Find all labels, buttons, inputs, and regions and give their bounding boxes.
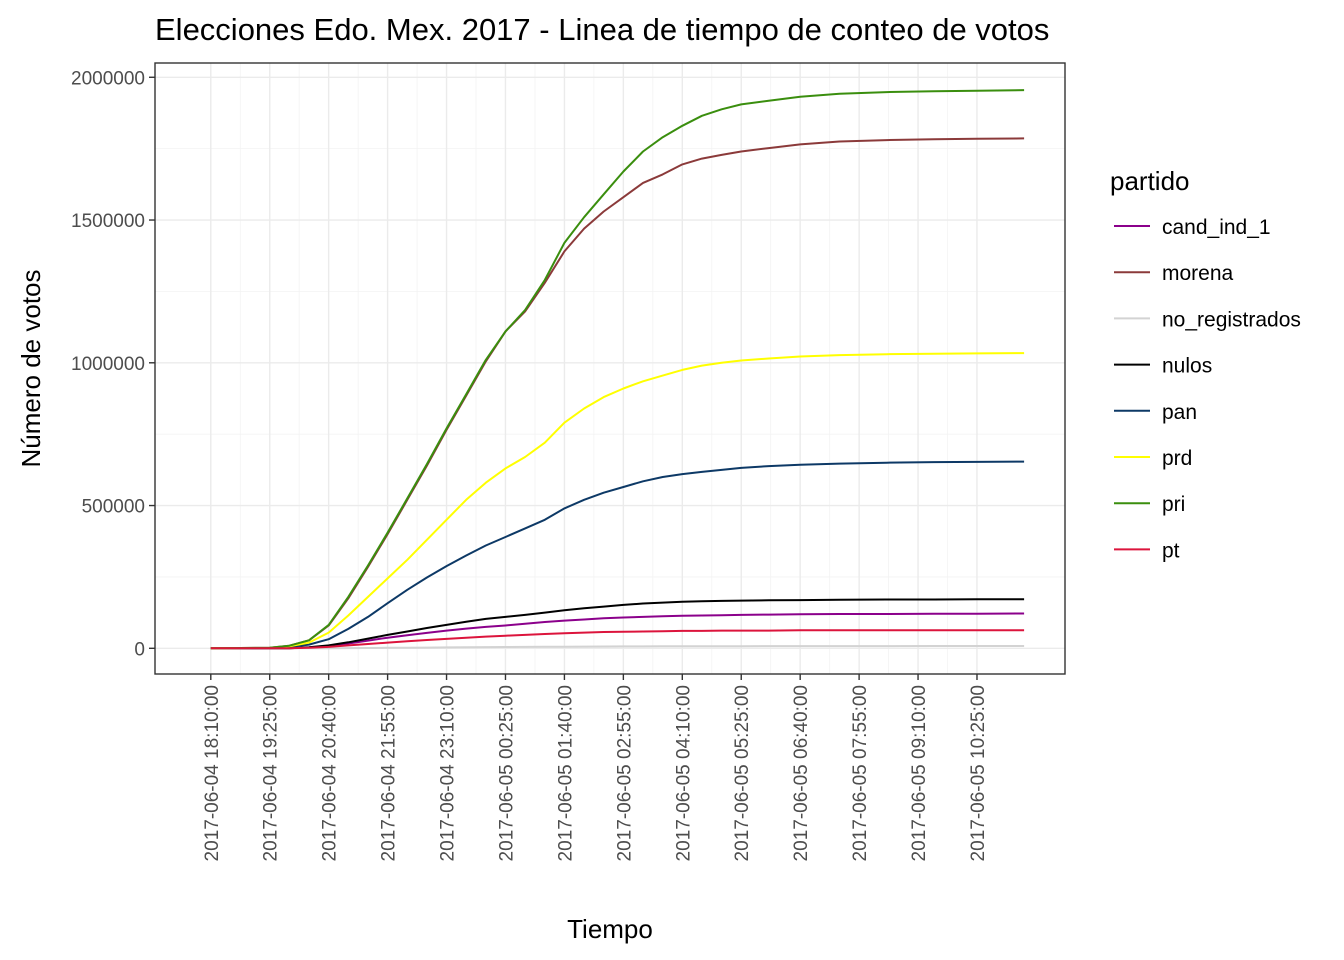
x-tick-label: 2017-06-05 07:55:00 [850, 685, 871, 861]
series-line-nulos [210, 598, 1025, 650]
series-line-pri [210, 89, 1025, 650]
legend-label: pt [1162, 539, 1180, 562]
series-line-pan [210, 460, 1025, 650]
legend-item-pan: pan [1114, 401, 1197, 424]
legend-label: prd [1162, 447, 1192, 470]
y-axis: 0 500000 1000000 1500000 2000000 [71, 68, 155, 660]
grid-lines [155, 63, 1065, 674]
y-tick-label: 1500000 [71, 211, 145, 232]
legend-item-pt: pt [1114, 539, 1180, 562]
x-tick-label: 2017-06-05 06:40:00 [791, 685, 812, 861]
legend-label: pri [1162, 493, 1185, 516]
series-line-prd [210, 352, 1025, 650]
y-axis-title: Número de votos [16, 270, 46, 468]
x-axis: 2017-06-04 18:10:00 2017-06-04 19:25:00 20… [202, 674, 989, 861]
legend-label: cand_ind_1 [1162, 216, 1271, 239]
legend-item-no_registrados: no_registrados [1114, 308, 1301, 331]
x-tick-label: 2017-06-04 23:10:00 [438, 685, 459, 861]
x-axis-title: Tiempo [567, 914, 653, 944]
x-tick-label: 2017-06-05 01:40:00 [555, 685, 576, 861]
x-tick-label: 2017-06-05 05:25:00 [732, 685, 753, 861]
chart-title: Elecciones Edo. Mex. 2017 - Linea de tie… [155, 12, 1049, 47]
legend-item-prd: prd [1114, 447, 1192, 470]
legend-label: no_registrados [1162, 308, 1301, 331]
legend-item-cand_ind_1: cand_ind_1 [1114, 216, 1271, 239]
series-line-cand_ind_1 [210, 612, 1025, 650]
y-tick-label: 0 [134, 639, 145, 660]
y-tick-label: 2000000 [71, 68, 145, 89]
legend-label: pan [1162, 401, 1197, 424]
x-tick-label: 2017-06-05 04:10:00 [673, 685, 694, 861]
series-line-pt [210, 629, 1025, 650]
plot-panel [154, 62, 1066, 675]
legend-title: partido [1110, 166, 1190, 196]
legend-label: nulos [1162, 355, 1212, 378]
y-tick-label: 1000000 [71, 354, 145, 375]
x-tick-label: 2017-06-05 10:25:00 [968, 685, 989, 861]
x-tick-label: 2017-06-04 20:40:00 [320, 685, 341, 861]
x-tick-label: 2017-06-05 02:55:00 [614, 685, 635, 861]
x-tick-label: 2017-06-04 18:10:00 [202, 685, 223, 861]
y-tick-label: 500000 [82, 497, 145, 518]
series-line-no_registrados [210, 645, 1025, 650]
series-lines [210, 89, 1025, 650]
x-tick-label: 2017-06-05 00:25:00 [496, 685, 517, 861]
x-tick-label: 2017-06-05 09:10:00 [909, 685, 930, 861]
x-tick-label: 2017-06-04 21:55:00 [379, 685, 400, 861]
panel-border [154, 62, 1066, 675]
legend-item-pri: pri [1114, 493, 1185, 516]
panel-background [155, 63, 1065, 674]
legend-item-morena: morena [1114, 262, 1234, 285]
legend-label: morena [1162, 262, 1234, 285]
x-tick-label: 2017-06-04 19:25:00 [261, 685, 282, 861]
legend-item-nulos: nulos [1114, 355, 1212, 378]
